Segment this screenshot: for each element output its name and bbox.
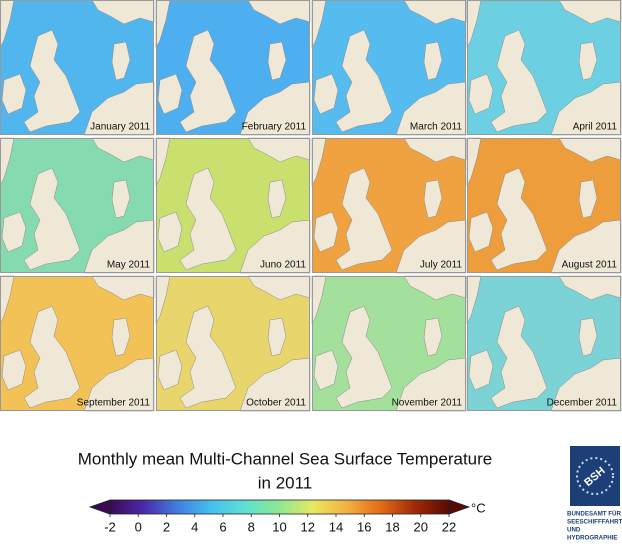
panel-label: July 2011: [420, 260, 463, 271]
logo-text: BUNDESAMT FÜR: [567, 511, 621, 518]
logo-ring: [576, 457, 614, 495]
panel-label: September 2011: [77, 398, 151, 409]
map-panel: Juno 2011: [155, 137, 311, 274]
colorbar-tick-label: 10: [272, 519, 286, 534]
colorbar-unit: °C: [471, 500, 486, 515]
colorbar: -2 0 2 4 6 8 10 12 14 16 18 20 22 °C: [88, 499, 486, 534]
colorbar-tick-label: 2: [163, 519, 170, 534]
map-panel: May 2011: [0, 137, 155, 274]
panel-border: [312, 138, 466, 273]
panel-border: [156, 0, 310, 135]
panel-border: [156, 276, 310, 411]
map-panel: August 2011: [466, 137, 622, 274]
map-panel: January 2011: [0, 0, 155, 136]
colorbar-tick-label: 0: [135, 519, 142, 534]
panel-border: [467, 0, 621, 135]
panel-label: March 2011: [410, 122, 463, 133]
logo-text: UND: [567, 527, 581, 534]
map-panel: September 2011: [0, 275, 155, 412]
panel-border: [0, 276, 154, 411]
map-panel: November 2011: [311, 275, 467, 412]
panel-label: April 2011: [573, 122, 618, 133]
colorbar-fill: [110, 500, 449, 514]
colorbar-tick-label: 16: [357, 519, 371, 534]
colorbar-tick-label: 4: [191, 519, 198, 534]
panel-border: [0, 138, 154, 273]
colorbar-tick-label: 12: [301, 519, 315, 534]
map-panel: April 2011: [466, 0, 622, 136]
title-line: in 2011: [258, 473, 313, 492]
colorbar-tick-label: 20: [414, 519, 428, 534]
colorbar-tick-label: 6: [219, 519, 226, 534]
logo-box: [570, 446, 620, 506]
map-panel: March 2011: [311, 0, 467, 136]
panel-border: [0, 0, 154, 135]
map-panel: July 2011: [311, 137, 467, 274]
map-panel: February 2011: [155, 0, 311, 136]
logo: BSH: [570, 446, 620, 506]
panel-border: [312, 0, 466, 135]
map-panel: December 2011: [466, 275, 622, 412]
map-grid: January 2011 February 2011 March 2011 April…: [0, 0, 622, 412]
panel-label: December 2011: [547, 398, 618, 409]
panel-label: October 2011: [246, 398, 306, 409]
panel-label: Juno 2011: [260, 260, 306, 271]
panel-label: August 2011: [562, 260, 618, 271]
colorbar-tick-label: 8: [248, 519, 255, 534]
panel-label: February 2011: [242, 122, 307, 133]
colorbar-tick-label: 22: [442, 519, 456, 534]
panel-border: [467, 276, 621, 411]
panel-border: [156, 138, 310, 273]
logo-text: SEESCHIFFFAHRT: [567, 519, 622, 526]
colorbar-tick-label: 14: [329, 519, 343, 534]
panel-label: May 2011: [107, 260, 151, 271]
colorbar-max-arrow: [448, 499, 471, 515]
logo-text: HYDROGRAPHIE: [567, 535, 618, 542]
map-panel: October 2011: [155, 275, 311, 412]
panel-border: [312, 276, 466, 411]
colorbar-tick-label: -2: [104, 519, 116, 534]
title-line: Monthly mean Multi-Channel Sea Surface T…: [78, 449, 493, 468]
panel-label: January 2011: [90, 122, 150, 133]
panel-border: [467, 138, 621, 273]
panel-label: November 2011: [392, 398, 463, 409]
colorbar-min-arrow: [88, 499, 111, 515]
colorbar-tick-label: 18: [385, 519, 399, 534]
